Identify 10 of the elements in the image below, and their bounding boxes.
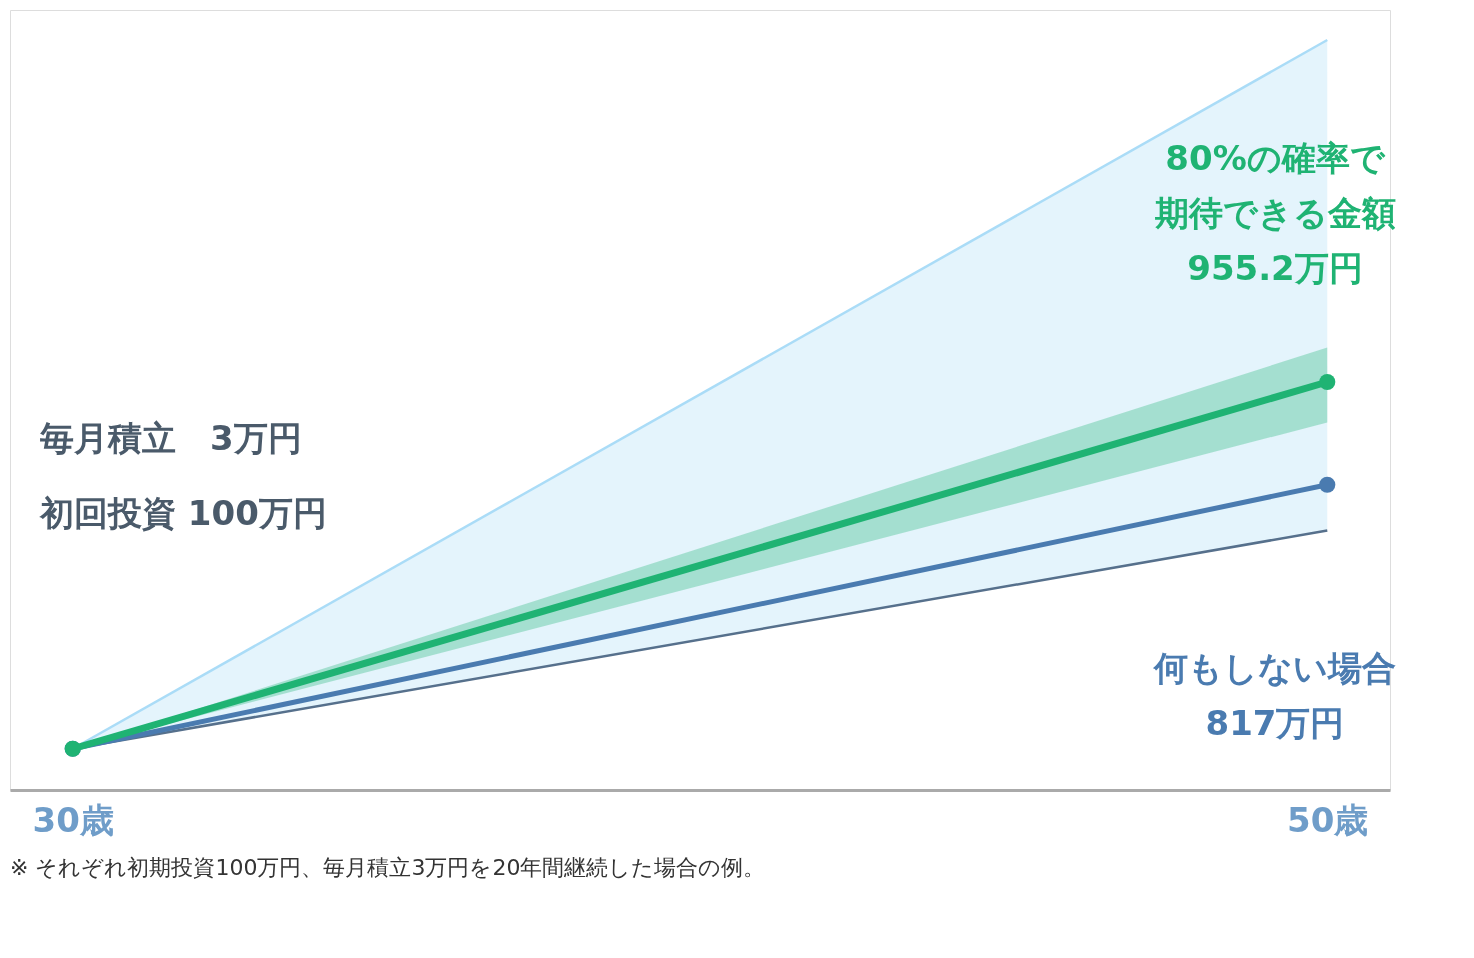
annotation: 初回投資 100万円 — [39, 493, 327, 533]
x-tick-label: 50歳 — [1287, 799, 1369, 840]
annotation: 何もしない場合 — [1152, 648, 1396, 688]
annotation: 毎月積立 3万円 — [39, 418, 302, 458]
annotation: 80%の確率で — [1165, 138, 1386, 178]
x-tick-label: 30歳 — [32, 799, 114, 840]
annotation: 817万円 — [1205, 703, 1345, 743]
annotation: 期待できる金額 — [1153, 193, 1396, 233]
text: ※ それぞれ初期投資100万円、毎月積立3万円を20年間継続した場合の例。 — [10, 855, 766, 880]
annotation: 955.2万円 — [1187, 248, 1363, 288]
